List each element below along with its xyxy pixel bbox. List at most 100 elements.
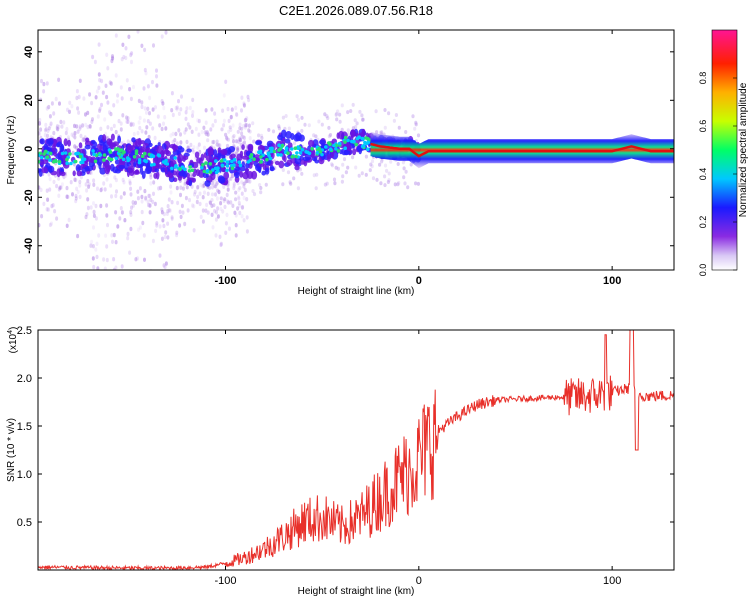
spectrogram-core [48, 158, 52, 162]
spectrogram-speckle [219, 241, 223, 246]
spectrogram-speckle [186, 208, 190, 213]
spectrogram-speckle [210, 107, 214, 112]
spectrogram-speckle [155, 68, 158, 73]
spectrogram-speckle [228, 226, 231, 231]
spectrogram-core [354, 142, 359, 147]
spectrogram-speckle [98, 11, 101, 15]
spectrogram-speckle [164, 126, 168, 131]
spectrogram-blob [177, 153, 184, 163]
spectrogram-speckle [126, 236, 130, 241]
spectrogram-speckle [108, 80, 112, 85]
y-tick-label: 2.0 [17, 373, 32, 385]
spectrogram-core [310, 147, 314, 151]
spectrogram-speckle [89, 205, 93, 210]
spectrogram-speckle [148, 203, 152, 208]
spectrogram-speckle [137, 120, 141, 125]
spectrogram-speckle [101, 90, 105, 95]
spectrogram-speckle [160, 236, 164, 241]
spectrogram-speckle [414, 122, 418, 127]
spectrogram-blob [178, 147, 185, 153]
spectrogram-speckle [245, 116, 249, 121]
spectrogram-speckle [58, 101, 61, 106]
spectrogram-speckle [330, 162, 334, 167]
spectrogram-core [225, 164, 230, 168]
y-tick-label: 0.5 [17, 517, 32, 529]
spectrogram-speckle [170, 200, 174, 205]
spectrogram-speckle [231, 174, 235, 179]
spectrogram-speckle [155, 223, 159, 228]
spectrogram-speckle [397, 125, 401, 130]
spectrogram-speckle [155, 221, 159, 226]
spectrogram-blob [45, 145, 49, 150]
spectrogram-speckle [340, 179, 344, 184]
spectrogram-speckle [94, 203, 98, 209]
spectrogram-speckle [251, 189, 255, 193]
spectrogram-speckle [53, 209, 57, 214]
spectrogram-speckle [252, 139, 256, 144]
spectrogram-speckle [126, 116, 130, 121]
spectrogram-speckle [175, 107, 179, 112]
spectrogram-blob [127, 165, 135, 173]
spectrogram-speckle [162, 211, 166, 217]
y-tick-label: 20 [23, 94, 35, 106]
spectrogram-speckle [312, 173, 316, 178]
spectrogram-blob [228, 146, 236, 153]
spectrogram-speckle [230, 173, 234, 179]
spectrogram-speckle [164, 230, 168, 235]
spectrogram-speckle [229, 200, 233, 205]
spectrogram-speckle [328, 133, 333, 137]
spectrogram-core [140, 154, 145, 158]
spectrogram-speckle [169, 184, 173, 189]
spectrogram-speckle [361, 117, 365, 122]
colorbar-tick-label: 0.6 [698, 120, 708, 133]
spectrogram-speckle [188, 125, 192, 130]
spectrogram-panel: -100 0 100 -40 -20 0 20 40 Height of straight … [6, 11, 675, 297]
spectrogram-blob [63, 138, 68, 147]
spectrogram-speckle [242, 181, 246, 186]
spectrogram-speckle [235, 112, 238, 117]
spectrogram-speckle [38, 117, 42, 123]
spectrogram-speckle [355, 121, 359, 126]
spectrogram-speckle [146, 106, 150, 112]
spectrogram-core [343, 146, 348, 150]
spectrogram-speckle [403, 181, 407, 186]
spectrogram-core [280, 144, 285, 148]
spectrogram-speckle [180, 94, 183, 99]
spectrogram-speckle [43, 128, 47, 133]
spectrogram-speckle [140, 129, 144, 134]
spectrogram-core [190, 168, 195, 173]
spectrogram-blob [114, 159, 121, 165]
spectrogram-speckle [143, 47, 147, 53]
spectrogram-speckle [47, 172, 51, 177]
spectrogram-speckle [62, 120, 66, 125]
spectrogram-core [137, 160, 142, 165]
spectrogram-speckle [396, 182, 400, 187]
spectrogram-core [222, 158, 227, 162]
spectrogram-speckle [247, 123, 251, 128]
spectrogram-blob [314, 159, 320, 164]
spectrogram-core [225, 168, 229, 173]
spectrogram-speckle [211, 123, 215, 128]
spectrogram-speckle [71, 150, 75, 156]
spectrogram-core [346, 138, 350, 143]
spectrogram-blob [141, 170, 146, 179]
spectrogram-speckle [233, 210, 237, 215]
spectrogram-speckle [112, 267, 116, 270]
spectrogram-speckle [296, 117, 301, 122]
spectrogram-speckle [106, 222, 109, 228]
spectrogram-blob [246, 171, 254, 179]
spectrogram-speckle [404, 169, 408, 174]
spectrogram-speckle [171, 112, 175, 118]
snr-scale-suffix: ) [8, 327, 19, 330]
spectrogram-speckle [55, 124, 59, 129]
spectrogram-blob [114, 168, 121, 174]
spectrogram-speckle [223, 197, 227, 202]
x-tick-label: 100 [603, 575, 621, 587]
spectrogram-speckle [168, 208, 172, 213]
spectrogram-speckle [99, 187, 103, 193]
spectrogram-speckle [179, 140, 183, 145]
spectrogram-core [268, 156, 273, 161]
spectrogram-speckle [149, 197, 153, 203]
spectrogram-speckle [191, 148, 194, 153]
spectrogram-core [65, 161, 69, 165]
